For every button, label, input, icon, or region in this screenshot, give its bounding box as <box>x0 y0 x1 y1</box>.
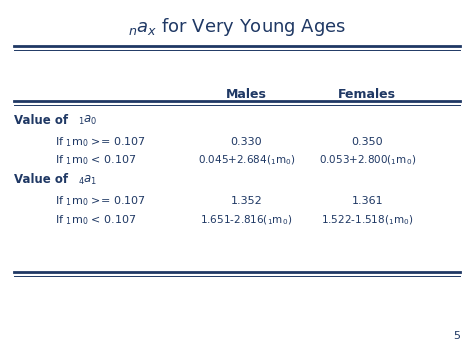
Text: $_{1}a_{0}$: $_{1}a_{0}$ <box>78 114 98 127</box>
Text: Females: Females <box>338 88 396 100</box>
Text: If $_{1}$m$_{0}$ < 0.107: If $_{1}$m$_{0}$ < 0.107 <box>55 154 136 167</box>
Text: Value of: Value of <box>14 114 73 127</box>
Text: 1.352: 1.352 <box>231 196 262 206</box>
Text: 0.330: 0.330 <box>231 137 262 147</box>
Text: If $_{1}$m$_{0}$ >= 0.107: If $_{1}$m$_{0}$ >= 0.107 <box>55 195 146 208</box>
Text: 1.522-1.518($_{1}$m$_{0}$): 1.522-1.518($_{1}$m$_{0}$) <box>321 213 414 226</box>
Text: 1.651-2.816($_{1}$m$_{0}$): 1.651-2.816($_{1}$m$_{0}$) <box>201 213 292 226</box>
Text: 0.053+2.800($_{1}$m$_{0}$): 0.053+2.800($_{1}$m$_{0}$) <box>319 154 416 167</box>
Text: Value of: Value of <box>14 174 73 186</box>
Text: 0.350: 0.350 <box>352 137 383 147</box>
Text: $_{n}a_{x}$ for Very Young Ages: $_{n}a_{x}$ for Very Young Ages <box>128 16 346 38</box>
Text: 1.361: 1.361 <box>352 196 383 206</box>
Text: If $_{1}$m$_{0}$ >= 0.107: If $_{1}$m$_{0}$ >= 0.107 <box>55 135 146 149</box>
Text: 0.045+2.684($_{1}$m$_{0}$): 0.045+2.684($_{1}$m$_{0}$) <box>198 154 295 167</box>
Text: 5: 5 <box>453 331 460 341</box>
Text: If $_{1}$m$_{0}$ < 0.107: If $_{1}$m$_{0}$ < 0.107 <box>55 213 136 226</box>
Text: Males: Males <box>226 88 267 100</box>
Text: $_{4}a_{1}$: $_{4}a_{1}$ <box>78 174 98 186</box>
